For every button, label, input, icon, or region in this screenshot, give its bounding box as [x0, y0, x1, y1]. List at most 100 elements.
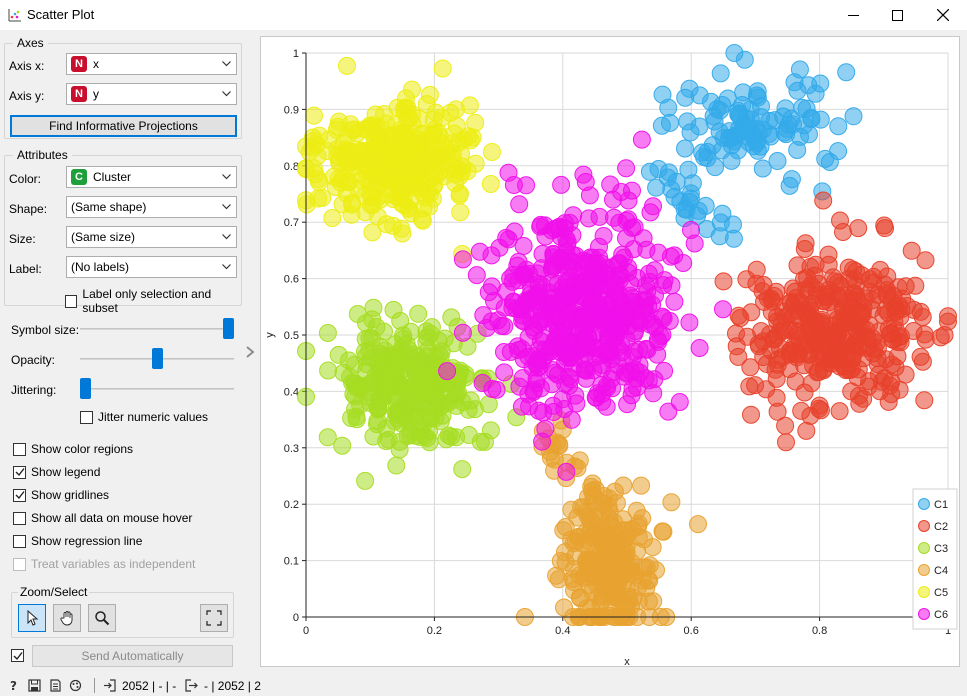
data-point-c6[interactable] [520, 397, 539, 416]
data-point-c2[interactable] [777, 433, 795, 452]
data-point-c1[interactable] [753, 159, 772, 178]
data-point-c1[interactable] [711, 64, 730, 83]
data-point-c5[interactable] [396, 98, 415, 117]
option-checkbox-show-regression-line[interactable]: Show regression line [13, 534, 142, 548]
data-point-c3[interactable] [421, 354, 440, 373]
data-point-c1[interactable] [811, 74, 830, 93]
data-point-c2[interactable] [819, 245, 838, 264]
data-point-c4[interactable] [633, 571, 652, 590]
data-point-c2[interactable] [776, 416, 795, 435]
data-point-c5[interactable] [451, 203, 470, 222]
data-point-c1[interactable] [811, 110, 830, 129]
data-point-c6[interactable] [599, 326, 618, 345]
data-point-c6[interactable] [583, 272, 602, 291]
data-point-c4[interactable] [635, 530, 653, 549]
data-point-c5[interactable] [409, 136, 428, 155]
data-point-c4[interactable] [632, 476, 651, 495]
data-point-c5[interactable] [483, 143, 501, 161]
data-point-c6[interactable] [577, 317, 596, 335]
data-point-c5[interactable] [368, 171, 387, 190]
data-point-c6[interactable] [482, 246, 501, 265]
data-point-c3[interactable] [409, 304, 428, 323]
jittering-track[interactable] [80, 388, 234, 390]
data-point-c3[interactable] [412, 395, 431, 414]
data-point-c5[interactable] [423, 189, 442, 208]
data-point-c6[interactable] [514, 237, 533, 255]
help-icon[interactable]: ? [8, 679, 21, 692]
data-point-c4[interactable] [570, 588, 589, 607]
data-point-c5[interactable] [424, 124, 443, 143]
data-point-c5[interactable] [434, 167, 453, 186]
data-point-c1[interactable] [647, 178, 666, 197]
data-point-c3[interactable] [339, 351, 358, 370]
close-button[interactable] [920, 0, 966, 30]
symbol-size-track[interactable] [80, 328, 234, 330]
data-point-c6[interactable] [543, 361, 562, 380]
data-point-c2[interactable] [714, 272, 733, 291]
report-icon[interactable] [49, 679, 62, 692]
data-point-c2[interactable] [792, 401, 811, 420]
data-point-c2[interactable] [850, 394, 869, 413]
data-point-c2[interactable] [939, 307, 957, 326]
data-point-c1[interactable] [791, 127, 809, 146]
data-point-c1[interactable] [665, 188, 684, 206]
data-point-c6[interactable] [529, 358, 547, 377]
data-point-c6[interactable] [670, 393, 689, 411]
data-point-c2[interactable] [896, 365, 915, 384]
data-point-c6[interactable] [561, 348, 579, 367]
data-point-c6[interactable] [495, 363, 514, 382]
data-point-c4[interactable] [662, 493, 681, 512]
data-point-c1[interactable] [752, 97, 770, 116]
data-point-c1[interactable] [679, 160, 698, 179]
data-point-c5[interactable] [297, 195, 316, 214]
data-point-c2[interactable] [849, 219, 868, 238]
size-combo[interactable]: (Same size) [66, 226, 237, 248]
data-point-c4[interactable] [586, 480, 605, 499]
data-point-c1[interactable] [776, 99, 795, 118]
data-point-c5[interactable] [461, 131, 480, 150]
data-point-c3[interactable] [471, 432, 490, 451]
data-point-c5[interactable] [329, 169, 348, 188]
data-point-c6[interactable] [659, 402, 678, 421]
data-point-c1[interactable] [652, 116, 671, 135]
data-point-c6[interactable] [550, 335, 569, 354]
data-point-c1[interactable] [659, 98, 678, 117]
data-point-c5[interactable] [460, 96, 479, 115]
data-point-c6[interactable] [618, 395, 637, 414]
data-point-c6[interactable] [586, 291, 604, 310]
data-point-c1[interactable] [649, 160, 668, 178]
symbol-size-handle[interactable] [223, 318, 234, 339]
data-point-c6[interactable] [604, 273, 623, 292]
data-point-c2[interactable] [876, 350, 895, 369]
data-point-c6[interactable] [649, 243, 668, 262]
data-point-c2[interactable] [841, 361, 860, 379]
data-point-c1[interactable] [768, 152, 787, 170]
data-point-c1[interactable] [753, 120, 772, 139]
data-point-c6[interactable] [531, 332, 550, 350]
data-point-c5[interactable] [380, 155, 399, 174]
data-point-c5[interactable] [391, 124, 410, 143]
data-point-c2[interactable] [763, 292, 782, 311]
data-point-c4[interactable] [600, 489, 618, 508]
data-point-c2[interactable] [935, 326, 954, 344]
data-point-c6[interactable] [685, 234, 704, 253]
color-combo[interactable]: C Cluster [66, 166, 237, 188]
data-point-c6[interactable] [495, 317, 514, 336]
data-point-c4[interactable] [654, 522, 673, 541]
data-point-c5[interactable] [304, 131, 323, 150]
data-point-c3[interactable] [318, 324, 337, 342]
data-point-c2[interactable] [795, 383, 814, 402]
data-point-c4[interactable] [569, 528, 588, 547]
data-point-c5[interactable] [433, 59, 452, 78]
data-point-c5[interactable] [450, 184, 469, 203]
data-point-c6[interactable] [544, 257, 563, 276]
data-point-c6[interactable] [632, 130, 651, 149]
data-point-c6[interactable] [467, 266, 486, 285]
data-point-c3[interactable] [333, 436, 352, 455]
data-point-c1[interactable] [681, 123, 700, 142]
data-point-c2[interactable] [826, 328, 845, 347]
data-point-c1[interactable] [720, 129, 739, 148]
shape-combo[interactable]: (Same shape) [66, 196, 237, 218]
data-point-c4[interactable] [689, 515, 707, 534]
find-informative-projections-button[interactable]: Find Informative Projections [10, 115, 237, 137]
